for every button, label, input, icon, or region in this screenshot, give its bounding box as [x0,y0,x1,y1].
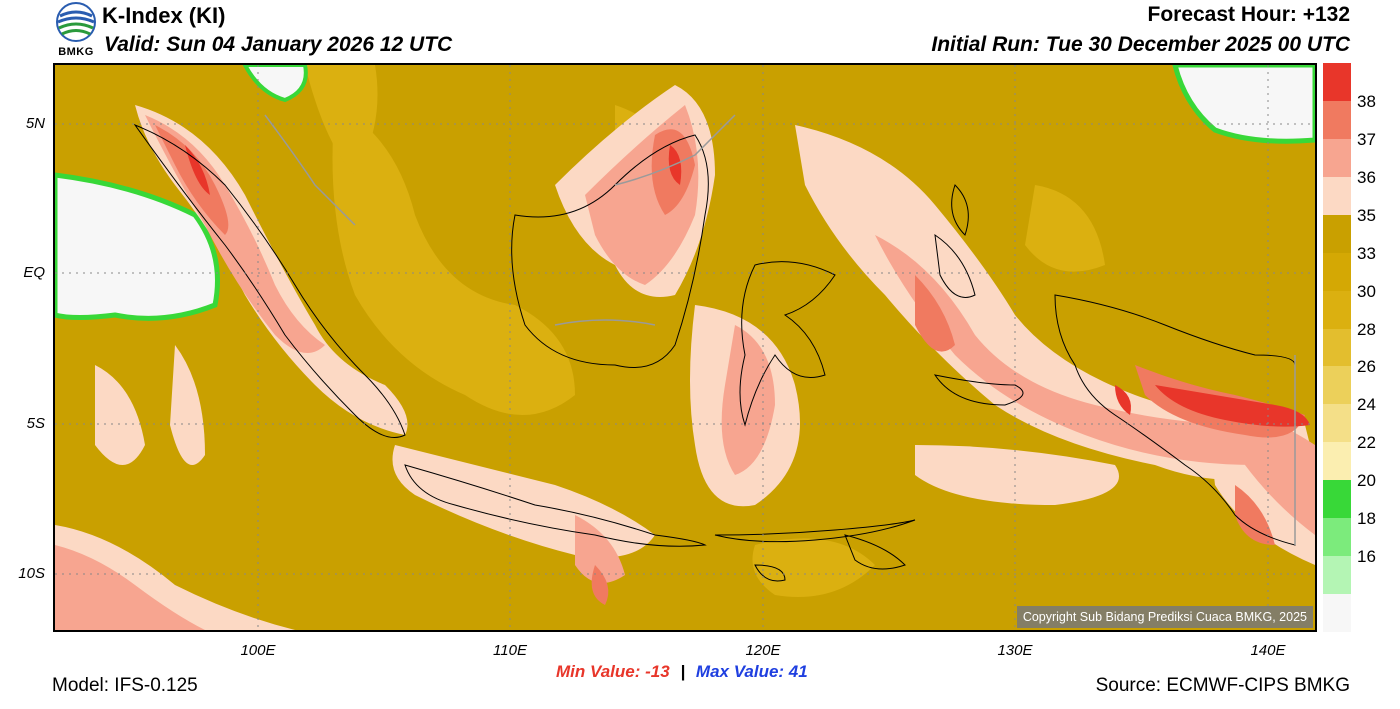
legend-label: 35 [1357,205,1376,225]
copyright-notice: Copyright Sub Bidang Prediksi Cuaca BMKG… [1016,606,1313,628]
legend-label: 33 [1357,243,1376,263]
lon-label-130e: 130E [997,642,1033,659]
k-index-map: Copyright Sub Bidang Prediksi Cuaca BMKG… [53,63,1317,632]
legend-swatch [1323,366,1351,405]
lon-label-140e: 140E [1250,642,1286,659]
legend-swatch [1323,556,1351,595]
source-label: Source: ECMWF-CIPS BMKG [1095,675,1350,696]
legend-swatch [1323,138,1351,178]
map-canvas [55,65,1315,630]
lat-label-10s: 10S [18,565,45,582]
legend-swatch [1323,442,1351,481]
legend-label: 26 [1357,357,1376,377]
legend-swatch [1323,518,1351,557]
legend-swatch [1323,404,1351,443]
legend-swatch [1323,214,1351,254]
bmkg-logo: BMKG [52,2,100,60]
lat-label-eq: EQ [23,264,45,281]
lat-label-5n: 5N [25,115,45,132]
bmkg-emblem-icon [56,2,96,42]
legend-swatch [1323,290,1351,330]
forecast-hour: Forecast Hour: +132 [1147,3,1351,26]
legend-label: 20 [1357,471,1376,491]
legend-label: 18 [1357,509,1376,529]
model-label: Model: IFS-0.125 [52,675,198,696]
legend-swatch [1323,176,1351,216]
legend-swatch [1323,480,1351,519]
max-value: Max Value: 41 [695,662,808,681]
initial-run: Initial Run: Tue 30 December 2025 00 UTC [931,33,1350,56]
legend-label: 38 [1357,91,1376,111]
min-max-separator: | [680,662,686,681]
lon-label-110e: 110E [493,642,527,659]
lat-label-5s: 5S [26,415,45,432]
legend-swatch [1323,252,1351,292]
chart-title: K-Index (KI) [102,3,226,28]
lon-label-120e: 120E [745,642,781,659]
gridlines [55,65,1315,630]
legend-label: 30 [1357,281,1376,301]
valid-time: Valid: Sun 04 January 2026 12 UTC [104,33,453,56]
legend-label: 22 [1357,433,1376,453]
logo-text: BMKG [58,46,94,58]
legend-swatch [1323,100,1351,140]
legend-label: 16 [1357,547,1376,567]
legend-label: 36 [1357,167,1376,187]
legend-label: 28 [1357,319,1376,339]
color-legend: 38 37 36 35 33 30 28 26 24 22 20 18 16 [1323,63,1376,633]
low-ki-areas [55,65,1315,321]
boundaries [264,114,1296,545]
min-max-values: Min Value: -13 | Max Value: 41 [556,662,808,682]
min-value: Min Value: -13 [556,662,670,681]
coastlines [133,123,1296,582]
legend-label: 37 [1357,129,1376,149]
legend-swatch [1323,594,1351,633]
lon-label-100e: 100E [240,642,276,659]
ki-38-areas [185,145,1310,427]
legend-label: 24 [1357,395,1376,415]
legend-swatch [1323,328,1351,367]
legend-swatch [1323,63,1351,102]
